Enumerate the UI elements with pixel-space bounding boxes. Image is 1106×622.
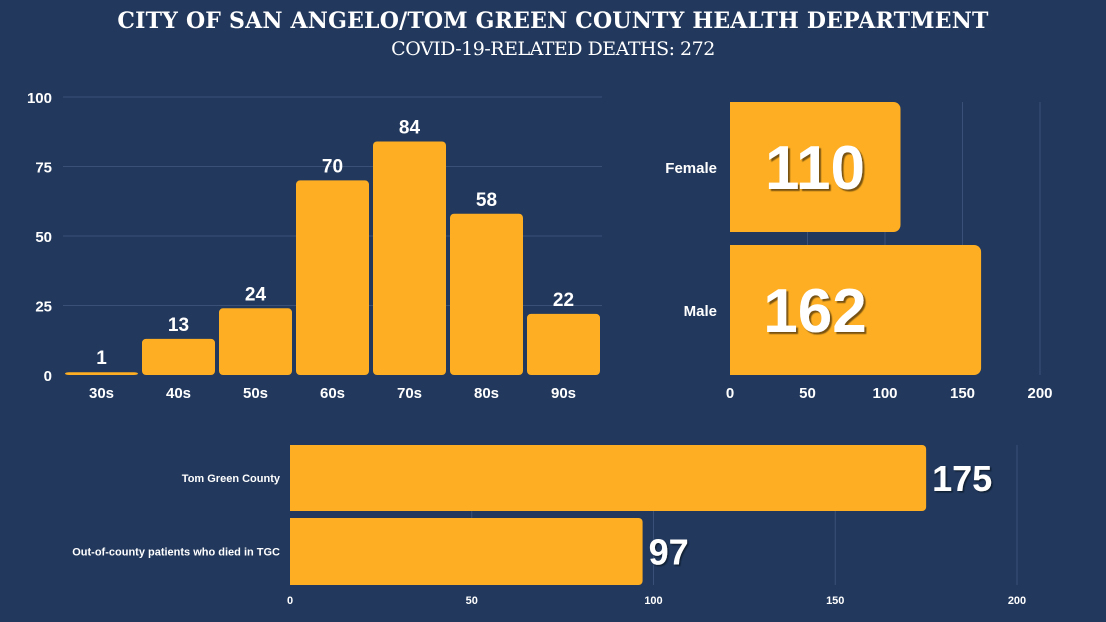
age-y-tick-label: 0 [44,368,52,385]
age-bar-data-label: 84 [399,117,421,138]
age-bar-data-label: 24 [245,284,267,305]
age-y-tick-label: 100 [27,90,52,107]
residence-bar-square-edge [290,445,298,511]
sex-x-tick-label: 150 [950,385,975,402]
residence-bar-data-label: 175 [932,458,992,499]
age-bar [527,313,600,375]
sex-y-category-label: Male [684,303,717,320]
residence-y-category-label: Out-of-county patients who died in TGC [72,547,280,559]
age-x-tick-label: 40s [166,385,191,402]
page-title: CITY OF SAN ANGELO/TOM GREEN COUNTY HEAL… [117,8,989,34]
age-bar-data-label: 22 [553,290,574,311]
residence-bar-square-edge [290,518,298,585]
residence-bar [290,445,927,511]
age-bar-data-label: 58 [476,190,497,211]
age-bar-data-label: 13 [168,315,189,336]
sex-bar-data-label: 162 [763,277,866,346]
age-bar-data-label: 1 [96,348,107,369]
page-subtitle: COVID-19-RELATED DEATHS: 272 [391,38,715,60]
age-bar [142,338,215,375]
sex-x-tick-label: 0 [726,385,734,402]
age-x-tick-label: 70s [397,385,422,402]
age-x-tick-label: 90s [551,385,576,402]
sex-bar [730,245,982,375]
sex-x-tick-label: 50 [799,385,816,402]
residence-x-tick-label: 100 [644,595,662,607]
age-bar [296,180,369,375]
age-x-tick-label: 60s [320,385,345,402]
residence-x-tick-label: 0 [287,595,293,607]
residence-x-tick-label: 50 [466,595,478,607]
residence-bar-data-label: 97 [649,532,689,573]
age-x-tick-label: 30s [89,385,114,402]
age-y-tick-label: 50 [35,229,52,246]
age-x-tick-label: 50s [243,385,268,402]
age-bar [450,213,523,375]
residence-y-category-label: Tom Green County [182,473,281,485]
age-bar [219,308,292,375]
sex-y-category-label: Female [665,160,717,177]
age-y-tick-label: 25 [35,299,52,316]
sex-bar-square-edge [730,102,740,232]
sex-bar [730,102,901,232]
residence-x-tick-label: 150 [826,595,844,607]
sex-x-tick-label: 200 [1027,385,1052,402]
sex-bar-data-label: 110 [765,134,865,203]
age-bar [65,372,138,375]
sex-bar-square-edge [730,245,740,375]
sex-x-tick-label: 100 [872,385,897,402]
age-y-tick-label: 75 [35,160,52,177]
age-bar [373,141,446,375]
age-x-tick-label: 80s [474,385,499,402]
age-bar-data-label: 70 [322,156,343,177]
residence-x-tick-label: 200 [1008,595,1026,607]
residence-bar [290,518,643,585]
